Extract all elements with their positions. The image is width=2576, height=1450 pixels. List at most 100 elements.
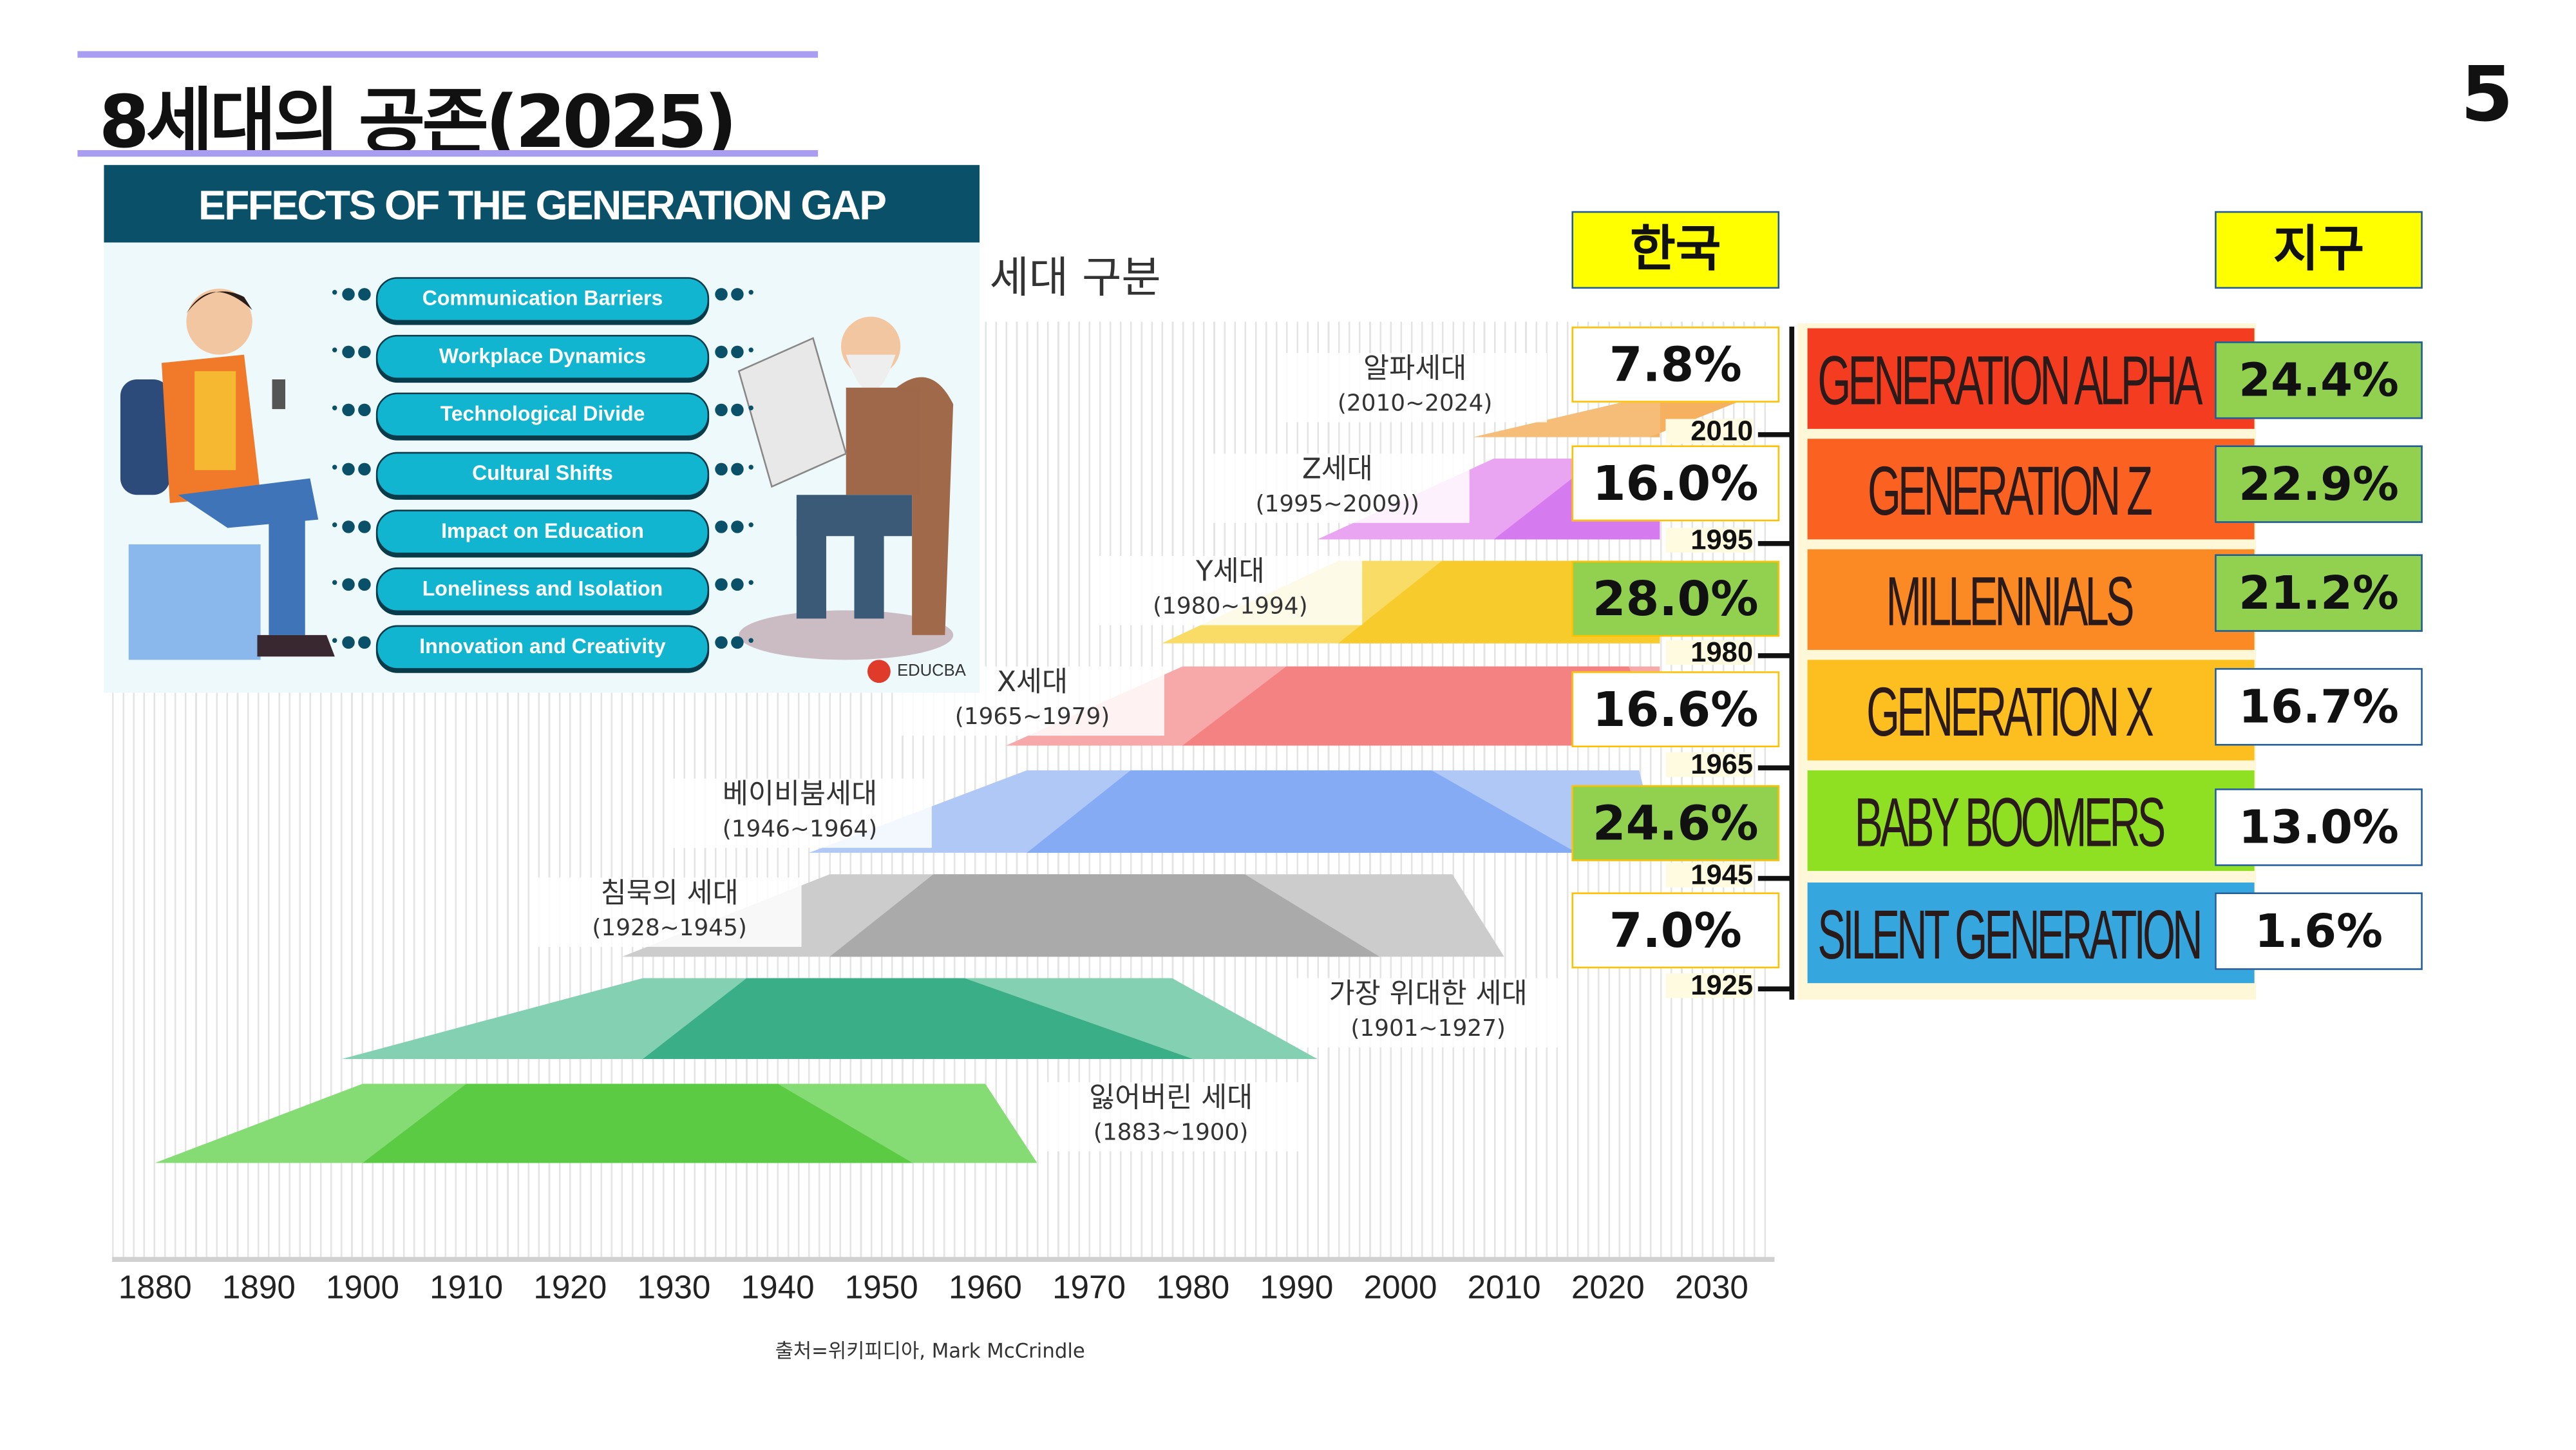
source-credit: 출처=위키피디아, Mark McCrindle <box>775 1339 1085 1363</box>
dots-left-icon: •●● <box>330 401 374 419</box>
year-mark-label: 1945 <box>1665 861 1754 889</box>
generation-band-dark <box>643 978 1193 1060</box>
world-generation-label: GENERATION ALPHA <box>1817 341 2202 419</box>
effect-item: Cultural Shifts <box>375 452 710 497</box>
year-tick <box>1757 765 1792 770</box>
year-tick <box>1757 540 1792 546</box>
world-generation-label-box: GENERATION ALPHA <box>1811 329 2207 429</box>
x-tick-label: 2030 <box>1674 1270 1748 1307</box>
world-generation-label-box: GENERATION X <box>1811 660 2207 760</box>
effect-item: Impact on Education <box>375 510 710 555</box>
world-generation-bar <box>1807 770 2255 872</box>
generation-band-dark <box>829 874 1380 957</box>
generation-range: (1965~1979) <box>954 704 1110 731</box>
educba-logo-text: EDUCBA <box>897 662 966 681</box>
dots-right-icon: ●●• <box>714 575 758 594</box>
section-title: 세대 구분 <box>989 254 1161 304</box>
year-tick <box>1757 986 1792 992</box>
dots-left-icon: •●● <box>330 575 374 594</box>
year-tick <box>1757 432 1792 437</box>
year-mark-label: 1925 <box>1665 971 1754 1000</box>
world-share-value: 21.2% <box>2215 554 2423 632</box>
generation-range: (1883~1900) <box>1093 1120 1249 1147</box>
world-share-value: 22.9% <box>2215 445 2423 523</box>
generation-band-dark <box>1027 770 1577 853</box>
world-generation-label: BABY BOOMERS <box>1854 783 2166 861</box>
generation-band-dark <box>1182 666 1660 746</box>
old-man-illustration <box>737 316 954 660</box>
page-number: 5 <box>2460 49 2514 139</box>
generation-range: (1928~1945) <box>592 915 747 942</box>
year-mark-label: 2010 <box>1665 417 1754 445</box>
world-share-value: 13.0% <box>2215 788 2423 866</box>
generation-name: 침묵의 세대 <box>600 877 739 911</box>
dots-left-icon: •●● <box>330 633 374 652</box>
world-share-value: 16.7% <box>2215 668 2423 746</box>
generation-range: (2010~2024) <box>1337 390 1493 417</box>
effect-item: Communication Barriers <box>375 277 710 322</box>
dots-left-icon: •●● <box>330 518 374 537</box>
year-tick <box>1757 875 1792 881</box>
effect-item: Loneliness and Isolation <box>375 567 710 613</box>
x-tick-label: 1980 <box>1156 1270 1230 1307</box>
world-generation-label-box: BABY BOOMERS <box>1811 770 2207 871</box>
generation-label: Y세대 (1980~1994) <box>1098 555 1363 625</box>
generation-band-dark <box>363 1083 913 1163</box>
generation-name: 잃어버린 세대 <box>1089 1082 1253 1116</box>
x-tick-label: 1960 <box>948 1270 1022 1307</box>
world-generation-bar <box>1807 660 2255 761</box>
effect-item: Workplace Dynamics <box>375 334 710 379</box>
dots-right-icon: ●●• <box>714 285 758 304</box>
educba-logo: EDUCBA <box>867 660 966 683</box>
generation-name: Z세대 <box>1302 453 1373 487</box>
world-generation-label-box: GENERATION Z <box>1811 439 2207 539</box>
dots-left-icon: •●● <box>330 343 374 361</box>
dots-right-icon: ●●• <box>714 518 758 537</box>
effect-item: Innovation and Creativity <box>375 625 710 670</box>
dots-left-icon: •●● <box>330 285 374 304</box>
world-generation-label: SILENT GENERATION <box>1817 895 2202 973</box>
x-tick-label: 1900 <box>326 1270 399 1307</box>
korea-share-value: 7.8% <box>1571 327 1780 403</box>
generation-label: Z세대 (1995~2009)) <box>1205 453 1470 523</box>
x-tick-label: 1890 <box>222 1270 296 1307</box>
year-mark-label: 1965 <box>1665 750 1754 779</box>
year-mark-label: 1995 <box>1665 526 1754 554</box>
world-header: 지구 <box>2215 211 2423 289</box>
generation-range: (1946~1964) <box>722 816 878 843</box>
title-rule-bottom <box>77 150 819 157</box>
x-tick-label: 1880 <box>118 1270 192 1307</box>
x-tick-label: 2000 <box>1363 1270 1437 1307</box>
world-generation-bar <box>1807 439 2255 540</box>
x-tick-label: 1920 <box>533 1270 607 1307</box>
dots-right-icon: ●●• <box>714 633 758 652</box>
infographic-heading: EFFECTS OF THE GENERATION GAP <box>104 165 980 243</box>
world-generation-label-box: MILLENNIALS <box>1811 549 2207 650</box>
generation-label: 가장 위대한 세대 (1901~1927) <box>1296 978 1560 1048</box>
year-tick <box>1757 653 1792 658</box>
korea-share-value: 28.0% <box>1571 560 1780 637</box>
korea-share-value: 16.6% <box>1571 671 1780 748</box>
world-share-value: 24.4% <box>2215 341 2423 419</box>
generation-label: 잃어버린 세대 (1883~1900) <box>1039 1082 1303 1152</box>
generation-range: (1901~1927) <box>1350 1016 1506 1043</box>
generation-label: 침묵의 세대 (1928~1945) <box>537 877 802 947</box>
title-rule-top <box>77 51 819 58</box>
young-man-illustration <box>120 289 335 660</box>
x-tick-label: 1950 <box>844 1270 918 1307</box>
effect-item: Technological Divide <box>375 392 710 437</box>
dots-right-icon: ●●• <box>714 343 758 361</box>
x-tick-label: 1970 <box>1052 1270 1126 1307</box>
generation-name: Y세대 <box>1195 555 1265 589</box>
generation-gap-infographic: EFFECTS OF THE GENERATION GAP •●● Communi… <box>104 165 980 693</box>
korea-share-value: 7.0% <box>1571 892 1780 969</box>
generation-band-light <box>1473 396 1660 437</box>
dots-right-icon: ●●• <box>714 460 758 479</box>
world-generation-label: MILLENNIALS <box>1886 562 2134 640</box>
x-axis <box>112 1257 1775 1263</box>
generation-label: 베이비붐세대 (1946~1964) <box>668 778 932 848</box>
generation-name: 알파세대 <box>1363 353 1467 386</box>
world-generation-label: GENERATION X <box>1866 673 2154 751</box>
